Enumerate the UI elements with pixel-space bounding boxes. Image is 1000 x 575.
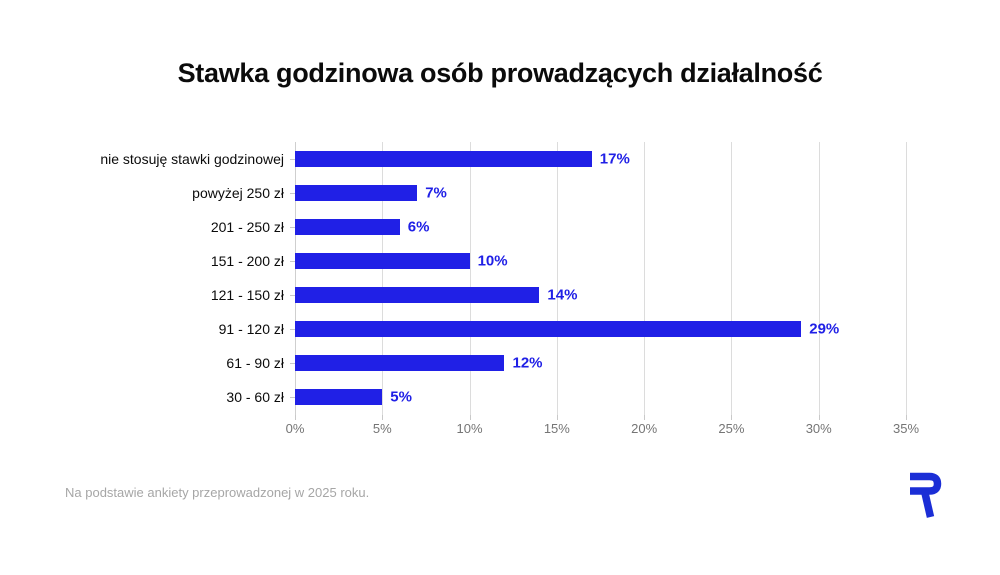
x-tick: [906, 415, 907, 420]
bar-value-label: 17%: [599, 150, 630, 168]
category-label: 151 - 200 zł: [210, 253, 284, 269]
bar: [295, 253, 470, 269]
x-tick: [731, 415, 733, 420]
bar: [295, 151, 592, 167]
x-tick: [469, 415, 471, 420]
x-tick-label: 0%: [285, 421, 305, 436]
bar: [295, 185, 418, 201]
bar-value-label: 14%: [547, 286, 578, 304]
gridline: [556, 142, 558, 415]
x-tick: [644, 415, 646, 420]
bar-value-label: 29%: [809, 320, 840, 338]
category-label: 61 - 90 zł: [226, 355, 284, 371]
bar: [295, 355, 505, 371]
category-label: 30 - 60 zł: [226, 389, 284, 405]
source-note: Na podstawie ankiety przeprowadzonej w 2…: [65, 485, 370, 500]
gridline: [644, 142, 646, 415]
y-tick: [290, 159, 295, 160]
category-label: 201 - 250 zł: [210, 219, 284, 235]
y-tick: [290, 227, 295, 228]
bar: [295, 321, 802, 337]
y-tick: [290, 261, 295, 262]
x-tick-label: 20%: [631, 421, 658, 436]
bar: [295, 219, 400, 235]
plot-area: 17% 7% 6% 10% 14% 29% 12% 5%: [295, 142, 907, 415]
bar-value-label: 10%: [477, 252, 508, 270]
bar-value-label: 6%: [407, 218, 430, 236]
bar-value-label: 5%: [390, 388, 412, 406]
chart-title: Stawka godzinowa osób prowadzących dział…: [177, 58, 823, 88]
gridline: [469, 142, 471, 415]
r-logo-icon: [910, 472, 942, 518]
gridline: [906, 142, 907, 415]
category-label: 91 - 120 zł: [218, 321, 284, 337]
x-tick: [295, 415, 296, 420]
y-axis-spine: [295, 142, 296, 415]
y-tick: [290, 363, 295, 364]
x-tick-label: 5%: [372, 421, 392, 436]
x-tick-label: 15%: [543, 421, 570, 436]
x-tick-label: 25%: [718, 421, 745, 436]
x-tick-label: 30%: [805, 421, 832, 436]
bar: [295, 389, 383, 405]
x-tick: [818, 415, 820, 420]
category-label: powyżej 250 zł: [192, 185, 284, 201]
category-axis: nie stosuję stawki godzinowej powyżej 250…: [0, 142, 284, 415]
y-tick: [290, 397, 295, 398]
gridline: [382, 142, 384, 415]
category-label: 121 - 150 zł: [210, 287, 284, 303]
bar-value-label: 12%: [512, 354, 543, 372]
gridline: [731, 142, 733, 415]
x-tick-label: 35%: [892, 421, 920, 436]
category-label: nie stosuję stawki godzinowej: [100, 151, 284, 167]
x-tick: [556, 415, 558, 420]
bar: [295, 287, 540, 303]
y-tick: [290, 193, 295, 194]
y-tick: [290, 329, 295, 330]
gridline: [818, 142, 820, 415]
bar-value-label: 7%: [425, 184, 447, 202]
x-tick-label: 10%: [456, 421, 483, 436]
x-tick: [382, 415, 384, 420]
y-tick: [290, 295, 295, 296]
